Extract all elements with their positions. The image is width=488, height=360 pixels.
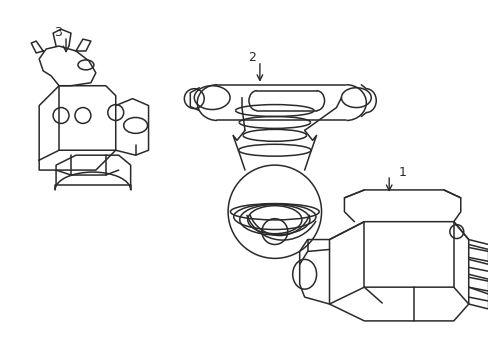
Text: 3: 3: [54, 26, 62, 39]
Text: 1: 1: [398, 166, 406, 179]
Text: 2: 2: [247, 51, 255, 64]
